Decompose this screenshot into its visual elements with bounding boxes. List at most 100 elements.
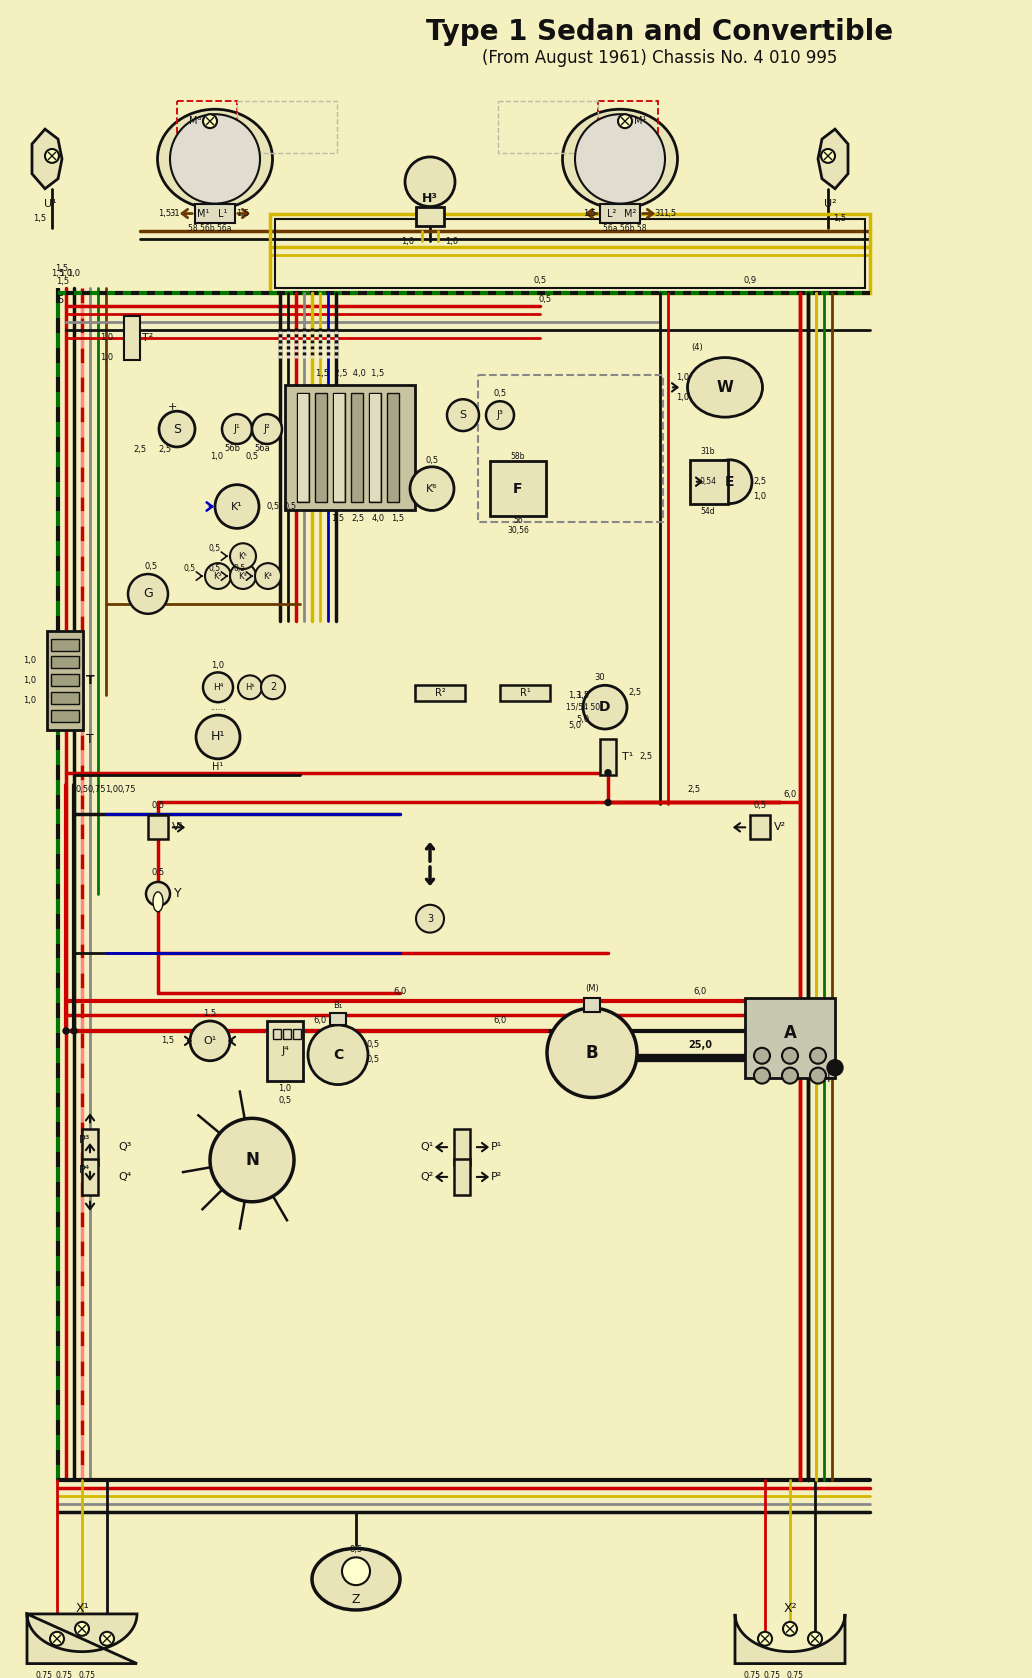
Circle shape <box>205 564 231 589</box>
Ellipse shape <box>562 109 677 208</box>
Text: X²: X² <box>783 1602 797 1616</box>
Text: E: E <box>725 475 735 488</box>
Text: L²: L² <box>607 208 617 218</box>
Text: 6,0: 6,0 <box>393 987 407 995</box>
Bar <box>82 1159 98 1195</box>
Text: 1,5  2,5  4,0  1,5: 1,5 2,5 4,0 1,5 <box>316 369 384 378</box>
Bar <box>195 203 235 223</box>
Bar <box>499 685 550 701</box>
Text: J⁴: J⁴ <box>281 1045 289 1055</box>
Circle shape <box>255 564 281 589</box>
Text: O¹: O¹ <box>203 1035 217 1045</box>
Text: 0,5: 0,5 <box>534 275 547 285</box>
Circle shape <box>75 1623 89 1636</box>
Text: 1,0: 1,0 <box>676 373 689 383</box>
Text: 58b: 58b <box>511 453 525 461</box>
Text: 1,5: 1,5 <box>159 210 171 218</box>
Text: K⁴: K⁴ <box>263 572 272 581</box>
Text: K²: K² <box>214 572 222 581</box>
Text: 6,0: 6,0 <box>314 1017 326 1025</box>
Text: 0,5: 0,5 <box>152 868 164 876</box>
Text: 0,75: 0,75 <box>56 1671 72 1678</box>
Bar <box>369 393 381 502</box>
Bar <box>298 394 308 500</box>
Text: 6,0: 6,0 <box>694 987 707 995</box>
Circle shape <box>45 149 59 163</box>
Circle shape <box>547 1008 637 1097</box>
Text: T: T <box>86 675 94 686</box>
Bar <box>82 1129 98 1165</box>
Text: 0,75: 0,75 <box>88 785 106 794</box>
Circle shape <box>783 1623 797 1636</box>
Text: 1,5: 1,5 <box>577 691 589 700</box>
Circle shape <box>810 1047 826 1064</box>
Text: 0,5: 0,5 <box>266 502 280 512</box>
Ellipse shape <box>687 357 763 418</box>
Circle shape <box>605 770 611 775</box>
Text: 31: 31 <box>654 210 666 218</box>
Text: (M): (M) <box>585 983 599 993</box>
Text: B: B <box>586 1044 599 1062</box>
Bar <box>273 1029 281 1039</box>
Text: Type 1 Sedan and Convertible: Type 1 Sedan and Convertible <box>426 18 894 45</box>
Text: 5,0: 5,0 <box>569 720 582 730</box>
Text: 5: 5 <box>57 295 63 305</box>
Text: (4): (4) <box>691 342 703 352</box>
Bar <box>51 675 79 686</box>
Text: 2,5: 2,5 <box>133 445 147 455</box>
Bar <box>600 203 640 223</box>
Circle shape <box>203 114 217 128</box>
Text: P²: P² <box>491 1171 503 1181</box>
Circle shape <box>252 414 282 445</box>
Circle shape <box>261 675 285 700</box>
Text: 58 56b 56a: 58 56b 56a <box>188 223 232 233</box>
Polygon shape <box>27 1614 137 1663</box>
Text: P¹: P¹ <box>491 1143 503 1153</box>
Bar <box>600 738 616 775</box>
Circle shape <box>50 1631 64 1646</box>
Text: 1,0: 1,0 <box>100 352 114 362</box>
Bar <box>690 460 728 503</box>
Text: 0,75: 0,75 <box>78 1671 96 1678</box>
Text: 1,5: 1,5 <box>52 268 65 277</box>
Circle shape <box>71 1029 77 1034</box>
Circle shape <box>618 114 632 128</box>
Bar <box>51 639 79 651</box>
Circle shape <box>342 1557 370 1586</box>
Bar <box>275 218 865 289</box>
Text: 0,5: 0,5 <box>144 562 158 571</box>
Text: 2: 2 <box>270 683 277 693</box>
Text: T²: T² <box>142 332 154 342</box>
Text: 0,5: 0,5 <box>350 1545 362 1554</box>
Text: J¹: J¹ <box>233 425 240 435</box>
Text: H³: H³ <box>422 193 438 205</box>
Text: R²: R² <box>434 688 446 698</box>
Text: 0,75: 0,75 <box>118 785 136 794</box>
Text: S: S <box>459 409 466 420</box>
Text: 30: 30 <box>594 673 606 681</box>
Text: 1,5: 1,5 <box>203 1008 217 1017</box>
Text: N: N <box>245 1151 259 1170</box>
Bar <box>47 631 83 730</box>
Text: R¹: R¹ <box>520 688 530 698</box>
Circle shape <box>808 1631 823 1646</box>
Text: H⁴: H⁴ <box>213 683 223 691</box>
Circle shape <box>575 114 665 203</box>
Circle shape <box>708 460 752 503</box>
Bar <box>454 1159 470 1195</box>
Ellipse shape <box>153 893 163 911</box>
Text: J³: J³ <box>496 409 504 420</box>
Circle shape <box>416 904 444 933</box>
Circle shape <box>159 411 195 446</box>
Text: 0,5: 0,5 <box>366 1055 380 1064</box>
Bar <box>750 816 770 839</box>
Text: M¹: M¹ <box>634 116 646 126</box>
Circle shape <box>230 544 256 569</box>
Circle shape <box>605 799 611 805</box>
Text: 0,5: 0,5 <box>208 544 221 552</box>
Text: 1,5: 1,5 <box>236 210 250 218</box>
Text: 1,0: 1,0 <box>24 676 36 685</box>
Text: 1,0: 1,0 <box>60 268 72 277</box>
Circle shape <box>757 1631 772 1646</box>
Text: 1,0: 1,0 <box>24 696 36 705</box>
